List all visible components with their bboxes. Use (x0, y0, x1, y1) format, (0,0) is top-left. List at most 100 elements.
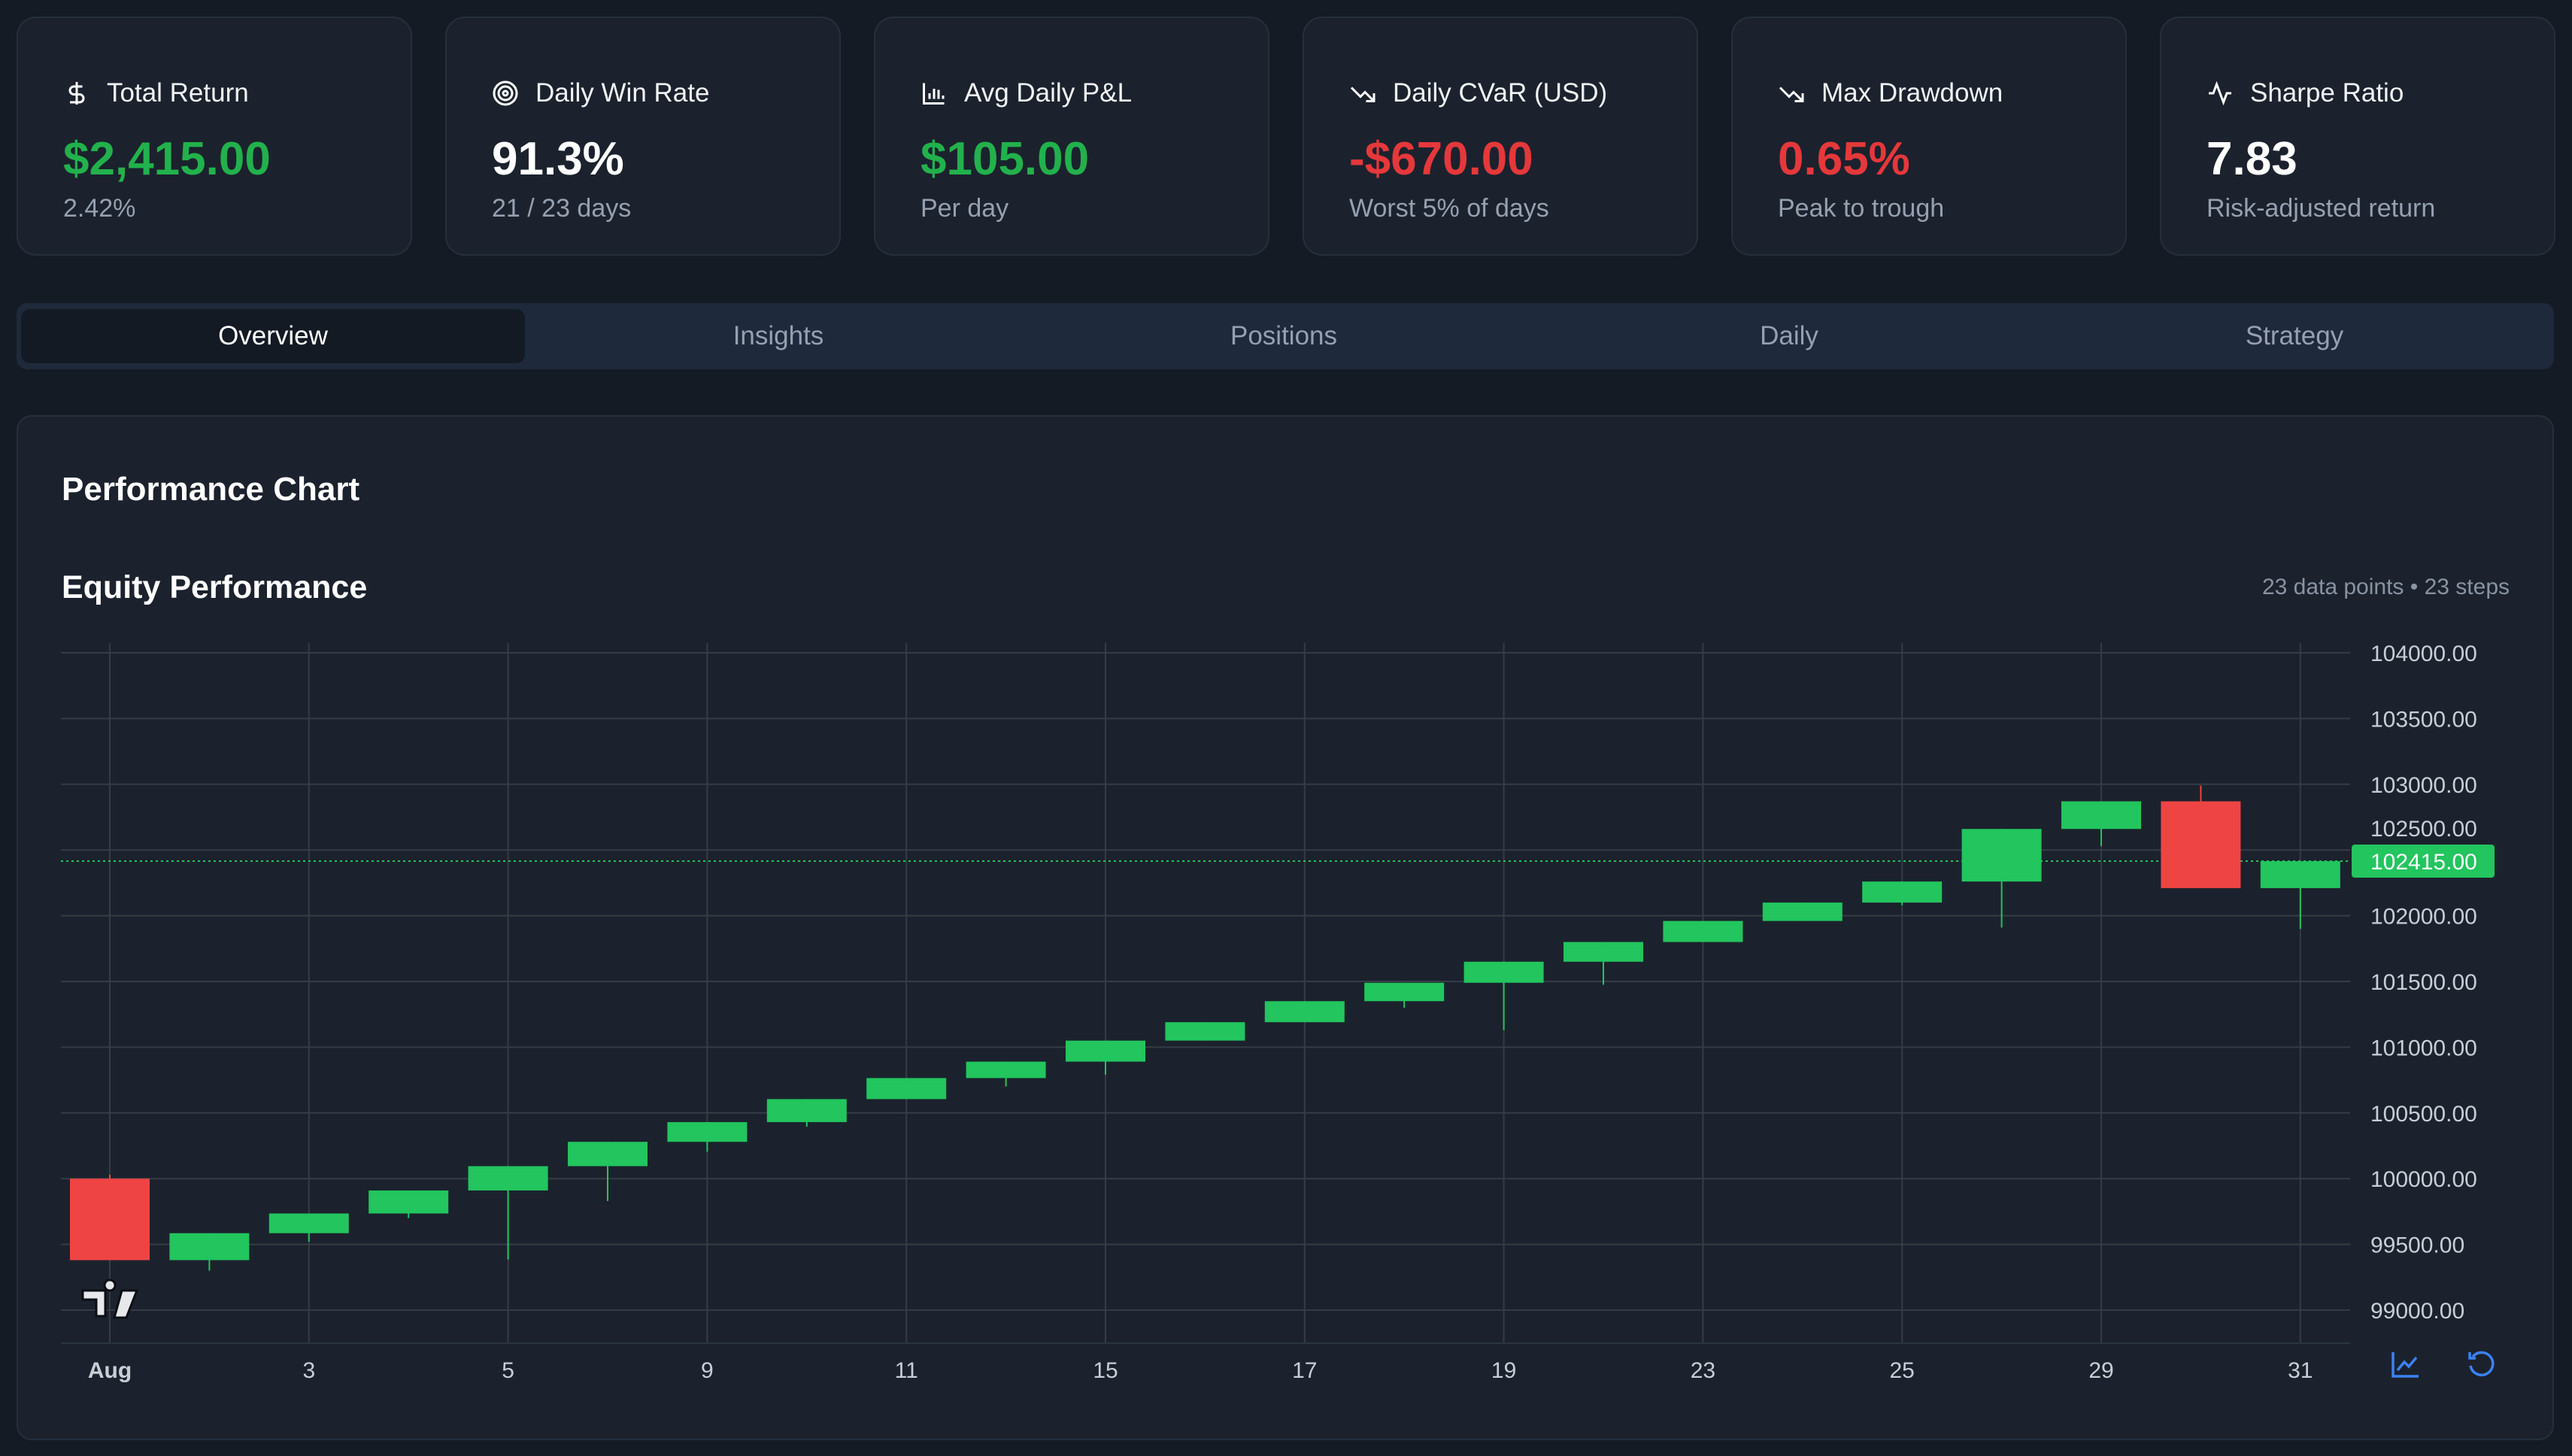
x-tick-label: 25 (1890, 1358, 1915, 1383)
tab-bar: Overview Insights Positions Daily Strategy (17, 303, 2554, 369)
last-price-label: 102415.00 (2370, 850, 2477, 875)
candle-body (2061, 801, 2141, 830)
candle-body (866, 1078, 947, 1100)
metric-card: Daily Win Rate 91.3% 21 / 23 days (445, 17, 841, 256)
y-tick-label: 99000.00 (2370, 1299, 2464, 1324)
y-tick-label: 103000.00 (2370, 773, 2477, 798)
logo-shape (81, 1279, 139, 1319)
x-tick-label: 23 (1691, 1358, 1715, 1383)
metric-value: 7.83 (2207, 133, 2298, 185)
tab-overview[interactable]: Overview (21, 309, 525, 363)
x-tick-label: 3 (302, 1358, 315, 1383)
metric-subtext: 2.42% (63, 194, 136, 223)
metric-subtext: Per day (921, 194, 1009, 223)
metric-label: Daily CVaR (USD) (1393, 78, 1608, 108)
metric-value: $2,415.00 (63, 133, 271, 185)
y-tick-label: 99500.00 (2370, 1233, 2464, 1258)
metric-value: 0.65% (1778, 133, 1910, 185)
icon-path (2392, 1352, 2419, 1378)
candle-body (369, 1190, 449, 1214)
metric-label: Avg Daily P&L (964, 78, 1133, 108)
candle-body (1961, 829, 2042, 882)
metric-card: Total Return $2,415.00 2.42% (17, 17, 412, 256)
metric-card: Daily CVaR (USD) -$670.00 Worst 5% of da… (1303, 17, 1698, 256)
metric-label-row: Max Drawdown (1778, 78, 2003, 108)
y-tick-label: 103500.00 (2370, 707, 2477, 732)
candle-body (667, 1122, 748, 1142)
trending-down-icon (1779, 86, 1804, 102)
metric-label-row: Daily CVaR (USD) (1349, 78, 1607, 108)
metric-label: Max Drawdown (1821, 78, 2003, 108)
candle-body (468, 1166, 548, 1191)
y-tick-label: 100000.00 (2370, 1167, 2477, 1192)
candle-body (1364, 982, 1445, 1002)
x-tick-label: Aug (88, 1358, 132, 1383)
candle-body (1463, 961, 1544, 983)
target-icon (493, 80, 518, 106)
bar-chart-icon (923, 83, 945, 105)
candle-body (268, 1213, 349, 1233)
metric-subtext: Worst 5% of days (1349, 194, 1549, 223)
panel-title: Performance Chart (62, 471, 360, 508)
last-price-badge (2352, 845, 2495, 878)
metric-value: 91.3% (492, 133, 624, 185)
tradingview-logo-icon (81, 1279, 139, 1319)
chart-meta: 23 data points • 23 steps (2261, 575, 2510, 599)
candle-body (2161, 801, 2241, 888)
candle-body (1066, 1040, 1145, 1062)
metric-label-row: Avg Daily P&L (921, 78, 1132, 108)
metric-label: Total Return (107, 78, 249, 108)
metric-card: Sharpe Ratio 7.83 Risk-adjusted return (2160, 17, 2555, 256)
y-tick-label: 104000.00 (2370, 642, 2477, 666)
y-tick-label: 102500.00 (2370, 817, 2477, 842)
candle-body (1663, 921, 1743, 942)
y-tick-label: 101500.00 (2370, 970, 2477, 995)
y-tick-label: 101000.00 (2370, 1036, 2477, 1060)
candle-body (568, 1142, 648, 1166)
y-tick-label: 102000.00 (2370, 905, 2477, 930)
x-tick-label: 31 (2288, 1358, 2313, 1383)
candle-body (1165, 1022, 1245, 1041)
x-tick-label: 5 (502, 1358, 514, 1383)
x-tick-label: 19 (1491, 1358, 1516, 1383)
activity-icon (2209, 80, 2231, 106)
metric-label: Sharpe Ratio (2250, 78, 2404, 108)
chart-type-icon[interactable] (2392, 1352, 2419, 1378)
metric-value: $105.00 (921, 133, 1090, 185)
reset-icon[interactable] (2468, 1351, 2495, 1377)
x-tick-label: 11 (895, 1358, 918, 1383)
metric-subtext: Risk-adjusted return (2207, 194, 2436, 223)
metric-label: Daily Win Rate (535, 78, 710, 108)
metric-card: Max Drawdown 0.65% Peak to trough (1731, 17, 2127, 256)
candle-body (1762, 902, 1843, 921)
candle-body (2260, 861, 2340, 888)
metric-subtext: Peak to trough (1778, 194, 1945, 223)
dollar-icon (68, 82, 85, 105)
x-tick-label: 15 (1093, 1358, 1118, 1383)
candle-body (966, 1061, 1046, 1078)
metric-label-row: Total Return (63, 78, 249, 108)
candle-body (70, 1178, 150, 1260)
trending-down-icon (1350, 86, 1375, 102)
metric-value: -$670.00 (1349, 133, 1533, 185)
candle-body (1264, 1001, 1345, 1023)
icon-path (2468, 1351, 2495, 1377)
candle-body (169, 1233, 250, 1260)
tab-strategy[interactable]: Strategy (2245, 321, 2344, 350)
candle-body (1862, 881, 1943, 903)
metric-card: Avg Daily P&L $105.00 Per day (874, 17, 1269, 256)
x-tick-label: 17 (1292, 1358, 1317, 1383)
candle-body (1564, 942, 1643, 962)
tab-insights[interactable]: Insights (732, 321, 824, 350)
metric-label-row: Daily Win Rate (492, 78, 709, 108)
tab-positions[interactable]: Positions (1230, 321, 1338, 350)
performance-panel (17, 415, 2554, 1440)
tab-daily[interactable]: Daily (1760, 321, 1818, 350)
y-tick-label: 100500.00 (2370, 1102, 2477, 1127)
candle-body (766, 1099, 847, 1123)
chart-title: Equity Performance (62, 569, 368, 605)
x-tick-label: 9 (701, 1358, 714, 1383)
metric-subtext: 21 / 23 days (492, 194, 632, 223)
x-tick-label: 29 (2088, 1358, 2113, 1383)
